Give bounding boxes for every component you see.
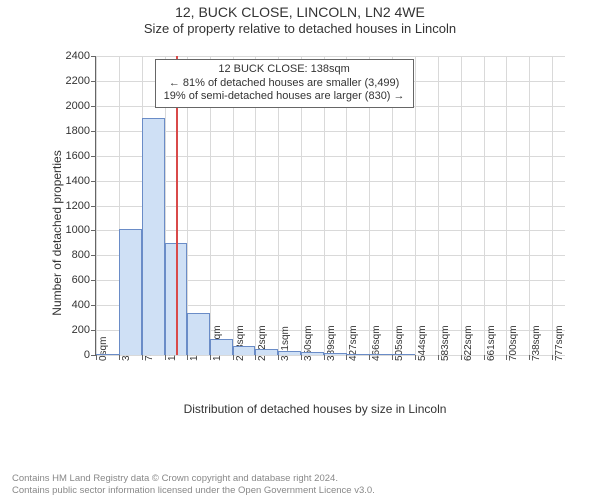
xtick-label: 583sqm [440, 325, 451, 361]
xtick-label: 311sqm [280, 326, 291, 361]
xtick-mark [461, 355, 462, 360]
xtick-label: 350sqm [303, 325, 314, 361]
gridline-v [552, 56, 553, 355]
xtick-mark [484, 355, 485, 360]
gridline-h [96, 181, 565, 182]
title-block: 12, BUCK CLOSE, LINCOLN, LN2 4WE Size of… [0, 0, 600, 36]
gridline-h [96, 230, 565, 231]
histogram-bar [142, 118, 165, 355]
xtick-mark [529, 355, 530, 360]
xtick-mark [165, 355, 166, 360]
ytick-label: 800 [72, 249, 96, 261]
xtick-label: 272sqm [257, 325, 268, 361]
xtick-label: 622sqm [463, 325, 474, 361]
xtick-mark [552, 355, 553, 360]
plot-area: Number of detached properties Distributi… [55, 48, 575, 418]
xtick-label: 700sqm [508, 325, 519, 361]
footer-line-2: Contains public sector information licen… [12, 485, 375, 496]
title-sub: Size of property relative to detached ho… [0, 21, 600, 36]
title-main: 12, BUCK CLOSE, LINCOLN, LN2 4WE [0, 4, 600, 20]
x-axis-label: Distribution of detached houses by size … [184, 402, 447, 416]
xtick-mark [187, 355, 188, 360]
xtick-label: 233sqm [235, 325, 246, 361]
histogram-bar [392, 354, 415, 355]
xtick-label: 661sqm [486, 325, 497, 361]
annotation-line-3: 19% of semi-detached houses are larger (… [164, 90, 405, 104]
xtick-mark [324, 355, 325, 360]
xtick-label: 0sqm [98, 337, 109, 361]
ytick-label: 200 [72, 324, 96, 336]
gridline-h [96, 56, 565, 57]
annotation-box: 12 BUCK CLOSE: 138sqm← 81% of detached h… [155, 59, 414, 108]
xtick-label: 427sqm [348, 325, 359, 361]
xtick-label: 738sqm [531, 325, 542, 361]
xtick-mark [142, 355, 143, 360]
ytick-label: 400 [72, 299, 96, 311]
ytick-label: 0 [84, 349, 96, 361]
plot-interior: 0200400600800100012001400160018002000220… [95, 56, 565, 356]
ytick-label: 2000 [66, 100, 96, 112]
ytick-label: 2200 [66, 75, 96, 87]
xtick-label: 466sqm [371, 325, 382, 361]
gridline-v [484, 56, 485, 355]
histogram-bar [369, 354, 392, 355]
xtick-mark [392, 355, 393, 360]
histogram-bar [255, 349, 278, 355]
xtick-mark [119, 355, 120, 360]
histogram-bar [233, 346, 256, 355]
histogram-bar [324, 353, 347, 355]
histogram-bar [301, 352, 324, 355]
histogram-bar [210, 339, 233, 355]
xtick-label: 777sqm [554, 325, 565, 361]
annotation-line-1: 12 BUCK CLOSE: 138sqm [164, 63, 405, 77]
annotation-line-2: ← 81% of detached houses are smaller (3,… [164, 77, 405, 91]
histogram-bar [187, 313, 210, 355]
attribution-footer: Contains HM Land Registry data © Crown c… [12, 473, 375, 496]
xtick-mark [415, 355, 416, 360]
xtick-mark [96, 355, 97, 360]
xtick-mark [438, 355, 439, 360]
gridline-v [529, 56, 530, 355]
histogram-bar [346, 354, 369, 355]
footer-line-1: Contains HM Land Registry data © Crown c… [12, 473, 375, 484]
gridline-h [96, 206, 565, 207]
ytick-label: 1200 [66, 200, 96, 212]
chart-root: 12, BUCK CLOSE, LINCOLN, LN2 4WE Size of… [0, 0, 600, 500]
xtick-label: 544sqm [417, 325, 428, 361]
histogram-bar [278, 351, 301, 355]
gridline-v [96, 56, 97, 355]
gridline-v [415, 56, 416, 355]
ytick-label: 1600 [66, 150, 96, 162]
xtick-mark [233, 355, 234, 360]
histogram-bar [96, 354, 119, 355]
gridline-v [461, 56, 462, 355]
gridline-h [96, 131, 565, 132]
gridline-h [96, 156, 565, 157]
xtick-label: 389sqm [326, 325, 337, 361]
xtick-mark [210, 355, 211, 360]
y-axis-label: Number of detached properties [50, 150, 64, 315]
gridline-v [506, 56, 507, 355]
histogram-bar [119, 229, 142, 355]
gridline-v [438, 56, 439, 355]
ytick-label: 600 [72, 274, 96, 286]
xtick-label: 505sqm [394, 325, 405, 361]
ytick-label: 1400 [66, 175, 96, 187]
ytick-label: 2400 [66, 50, 96, 62]
ytick-label: 1000 [66, 224, 96, 236]
ytick-label: 1800 [66, 125, 96, 137]
